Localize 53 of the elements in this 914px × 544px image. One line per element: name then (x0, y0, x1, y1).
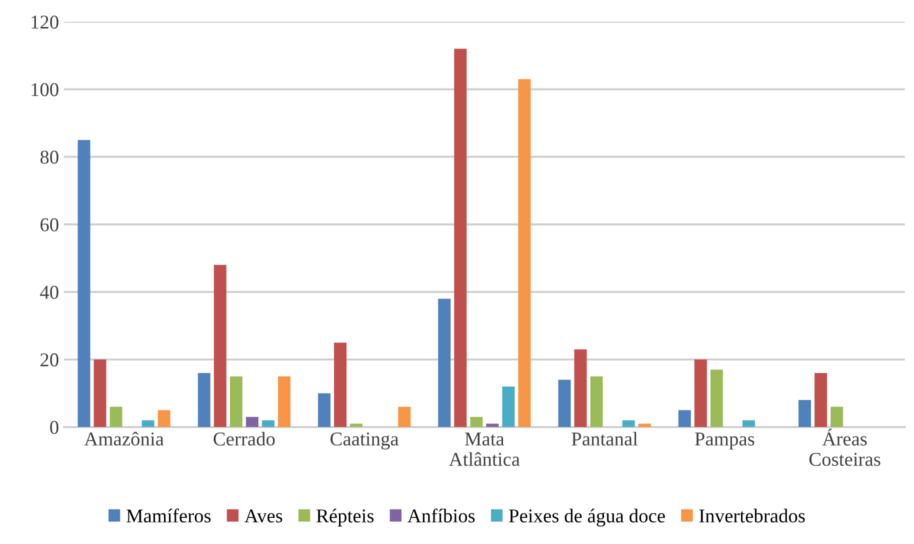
bar (94, 359, 106, 428)
y-tick-label: 20 (40, 353, 58, 366)
bar (830, 406, 844, 428)
bar (198, 373, 210, 428)
bar (798, 400, 811, 428)
x-tick-label: Pampas (694, 432, 754, 450)
legend-label: Peixes de água doce (509, 508, 665, 526)
bar (694, 359, 707, 428)
y-tick-label: 100 (32, 83, 58, 96)
bar (230, 376, 242, 428)
bar (558, 380, 571, 428)
x-tick-label: Áreas Costeiras (809, 428, 880, 466)
bar (486, 424, 499, 428)
y-tick-label: 120 (32, 16, 58, 29)
bar (334, 342, 347, 428)
y-tick-label: 60 (40, 218, 58, 232)
bar (638, 424, 651, 428)
x-tick-label: Amazônia (84, 432, 164, 446)
legend-label: Mamíferos (126, 508, 211, 522)
bar (470, 416, 483, 428)
x-tick-label: Cerrado (214, 432, 275, 446)
bar (278, 376, 290, 428)
legend-label: Aves (244, 509, 282, 522)
bar (622, 420, 635, 428)
bar (398, 406, 411, 428)
y-tick-label: 40 (40, 286, 58, 299)
x-tick-label: Caatinga (330, 432, 399, 450)
bar (110, 406, 122, 428)
bar (814, 373, 828, 428)
bar (574, 349, 587, 428)
legend-label: Invertebrados (699, 508, 805, 522)
bar (78, 140, 90, 428)
bar (742, 420, 755, 428)
bar (214, 264, 226, 428)
x-tick-label: Mata Atlântica (448, 432, 520, 466)
y-tick-label: 80 (40, 150, 58, 164)
bar (318, 393, 330, 428)
bar (590, 376, 603, 428)
bar (262, 420, 274, 428)
bar (710, 370, 723, 428)
bar (678, 410, 691, 428)
bar (246, 416, 258, 428)
legend-label: Répteis (316, 508, 374, 526)
legend-label: Anfíbios (408, 508, 475, 522)
bar (350, 424, 363, 428)
bar (142, 420, 154, 428)
y-tick-label: 0 (50, 420, 58, 434)
x-tick-label: Pantanal (572, 432, 638, 446)
bar (518, 79, 531, 428)
bar (502, 386, 515, 428)
bar (158, 410, 170, 428)
bar (454, 48, 467, 428)
bar (438, 298, 451, 428)
